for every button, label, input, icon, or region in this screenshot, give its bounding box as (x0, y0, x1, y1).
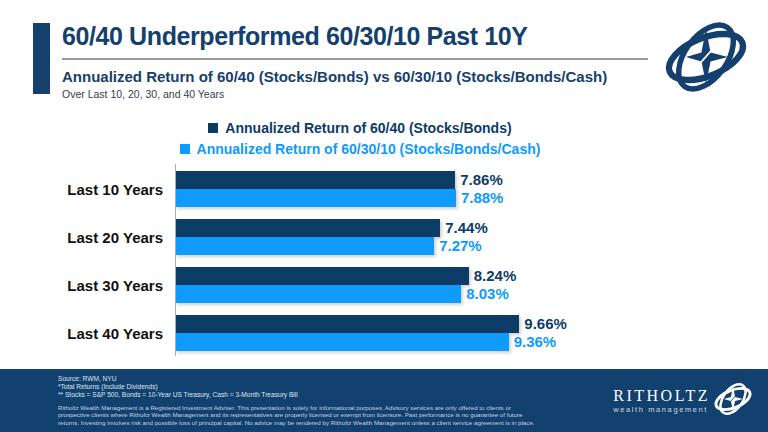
legend-items: Annualized Return of 60/40 (Stocks/Bonds… (180, 117, 541, 159)
source-line: Source: RWM, NYU (58, 375, 558, 383)
category-label: Last 10 Years (48, 181, 175, 198)
ritholtz-logo-icon (660, 16, 752, 102)
bar (175, 333, 509, 351)
source-line: *Total Returns (Include Dividends) (58, 383, 558, 391)
bar-line: 7.44% (175, 219, 708, 237)
chart-legend: Annualized Return of 60/40 (Stocks/Bonds… (60, 117, 660, 159)
bar (175, 285, 461, 303)
source-line: ** Stocks = S&P 500, Bonds = 10-Year US … (58, 391, 558, 399)
bar (175, 237, 434, 255)
brand-tagline: wealth management (613, 405, 708, 414)
category-label: Last 40 Years (48, 325, 175, 342)
source-lines: Source: RWM, NYU*Total Returns (Include … (58, 375, 558, 400)
bar-line: 7.88% (175, 189, 708, 207)
legend-swatch-icon (208, 123, 218, 133)
disclaimer-text: Ritholtz Wealth Management is a Register… (58, 404, 536, 427)
bar-value-label: 7.86% (460, 171, 503, 189)
legend-item: Annualized Return of 60/30/10 (Stocks/Bo… (180, 138, 541, 159)
bar (175, 267, 469, 285)
bar (175, 219, 440, 237)
ritholtz-logo-small-icon (712, 380, 754, 422)
bar-value-label: 7.27% (439, 237, 482, 255)
bar-value-label: 9.66% (524, 315, 567, 333)
bar-value-label: 9.36% (514, 333, 557, 351)
category-label: Last 30 Years (48, 277, 175, 294)
chart-row: Last 30 Years 8.24%8.03% (48, 267, 708, 303)
bar (175, 189, 456, 207)
bar-value-label: 7.44% (445, 219, 488, 237)
chart-row: Last 20 Years 7.44%7.27% (48, 219, 708, 255)
legend-item: Annualized Return of 60/40 (Stocks/Bonds… (208, 117, 511, 138)
y-axis-line (175, 164, 176, 356)
bar-line: 8.03% (175, 285, 708, 303)
bar (175, 315, 519, 333)
page-title: 60/40 Underperformed 60/30/10 Past 10Y (62, 22, 648, 51)
chart-subtitle-secondary: Over Last 10, 20, 30, and 40 Years (62, 88, 648, 100)
bar-line: 7.86% (175, 171, 708, 189)
legend-swatch-icon (180, 144, 190, 154)
bar-line: 8.24% (175, 267, 708, 285)
legend-label: Annualized Return of 60/30/10 (Stocks/Bo… (197, 141, 541, 157)
bar (175, 171, 455, 189)
bar-value-label: 8.03% (466, 285, 509, 303)
title-divider (62, 58, 648, 60)
bar-value-label: 7.88% (461, 189, 504, 207)
legend-label: Annualized Return of 60/40 (Stocks/Bonds… (225, 120, 511, 136)
bar-line: 7.27% (175, 237, 708, 255)
slide: 60/40 Underperformed 60/30/10 Past 10Y A… (0, 0, 768, 432)
chart-row: Last 40 Years 9.66%9.36% (48, 315, 708, 351)
brand-name: RITHOLTZ (613, 388, 710, 404)
header: 60/40 Underperformed 60/30/10 Past 10Y A… (62, 22, 648, 100)
category-label: Last 20 Years (48, 229, 175, 246)
brand-text: RITHOLTZ wealth management (613, 388, 710, 414)
accent-bar (33, 23, 50, 94)
bar-line: 9.36% (175, 333, 708, 351)
bar-chart: Last 10 Years 7.86%7.88% Last 20 Years 7.44… (48, 171, 708, 363)
bar-line: 9.66% (175, 315, 708, 333)
bar-value-label: 8.24% (474, 267, 517, 285)
chart-row: Last 10 Years 7.86%7.88% (48, 171, 708, 207)
chart-subtitle: Annualized Return of 60/40 (Stocks/Bonds… (62, 68, 648, 85)
footer-text: Source: RWM, NYU*Total Returns (Include … (58, 375, 558, 427)
chart-rows: Last 10 Years 7.86%7.88% Last 20 Years 7.44… (48, 171, 708, 351)
footer: Source: RWM, NYU*Total Returns (Include … (0, 369, 768, 432)
footer-brand: RITHOLTZ wealth management (613, 380, 754, 422)
